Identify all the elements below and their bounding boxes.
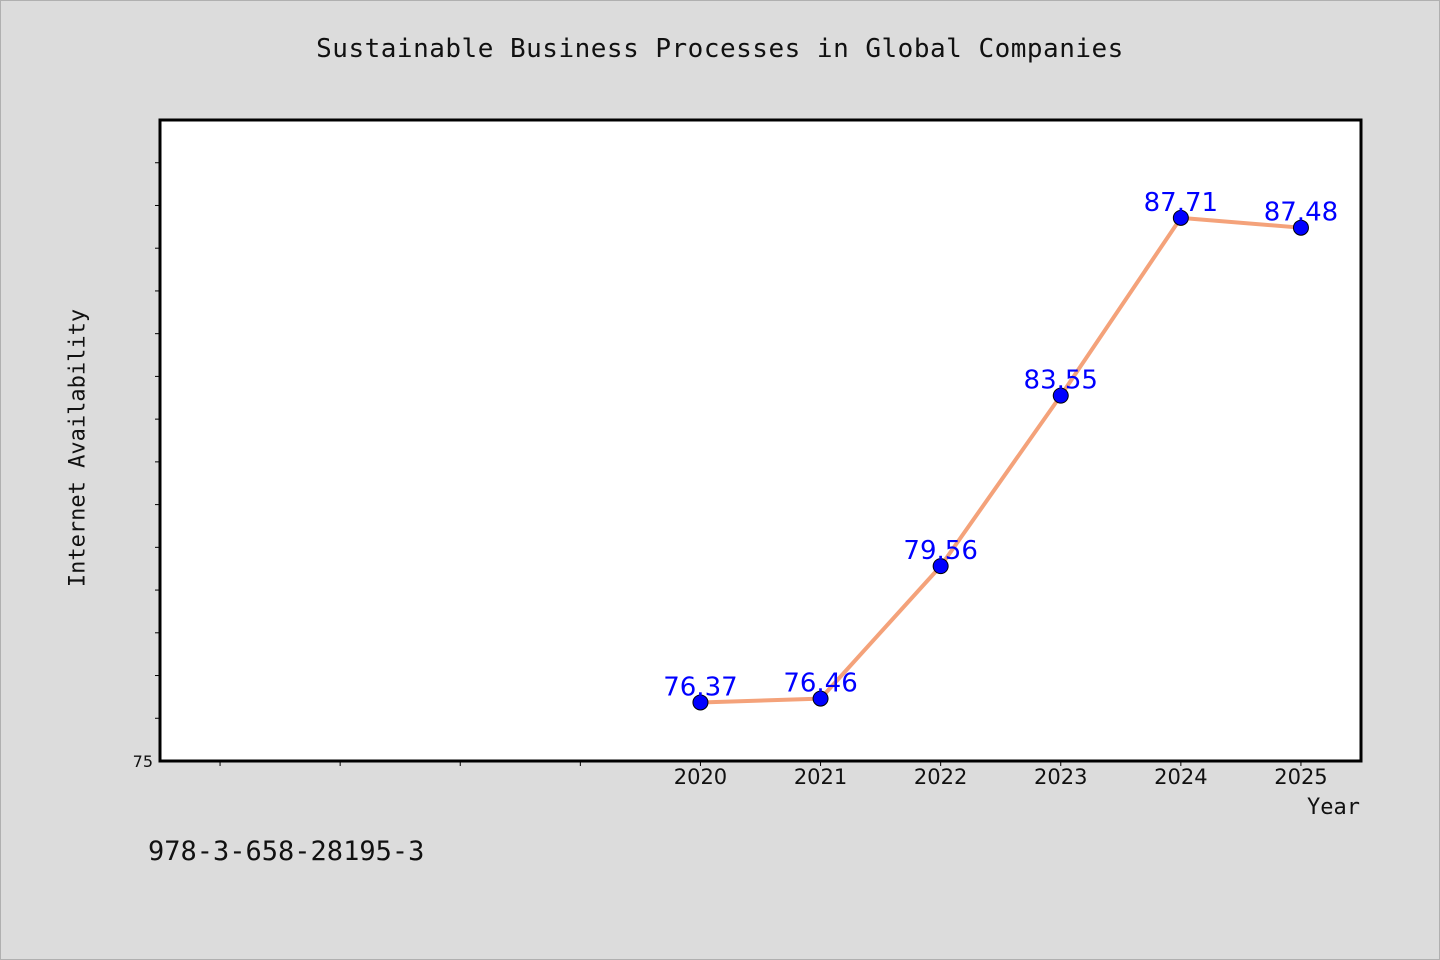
series-line [698, 215, 1303, 705]
data-point-marker [692, 694, 709, 711]
data-point-marker [1172, 209, 1189, 226]
data-label: 83.55 [1024, 366, 1098, 396]
x-tick-label: 2025 [1274, 765, 1327, 789]
x-tick-label: 2020 [674, 765, 727, 789]
data-label: 76.37 [663, 672, 737, 702]
data-label-group: 76.37 76.46 79.56 83.55 87.71 87.48 [663, 188, 1338, 703]
data-point-marker [812, 690, 829, 707]
isbn-text: 978-3-658-28195-3 [148, 836, 425, 867]
series-line-group [692, 209, 1309, 711]
data-point-marker [1292, 219, 1309, 236]
x-tick-label: 2023 [1034, 765, 1087, 789]
data-label: 87.48 [1264, 198, 1338, 228]
x-axis-label: Year [1307, 795, 1360, 820]
plot-area [160, 120, 1361, 761]
x-tick-label: 2022 [914, 765, 967, 789]
data-label: 87.71 [1144, 188, 1218, 218]
x-tick-label: 2024 [1154, 765, 1207, 789]
y-tick-label: 75 [133, 752, 153, 771]
chart-title: Sustainable Business Processes in Global… [316, 34, 1124, 64]
plot-border [158, 118, 1363, 763]
axis-ticks: 2020 2021 2022 2023 2024 2025 75 [133, 162, 1328, 789]
data-label: 79.56 [903, 536, 977, 566]
data-point-marker [932, 558, 949, 575]
x-tick-label: 2021 [794, 765, 847, 789]
data-point-marker [1052, 387, 1069, 404]
data-label: 76.46 [783, 669, 857, 699]
